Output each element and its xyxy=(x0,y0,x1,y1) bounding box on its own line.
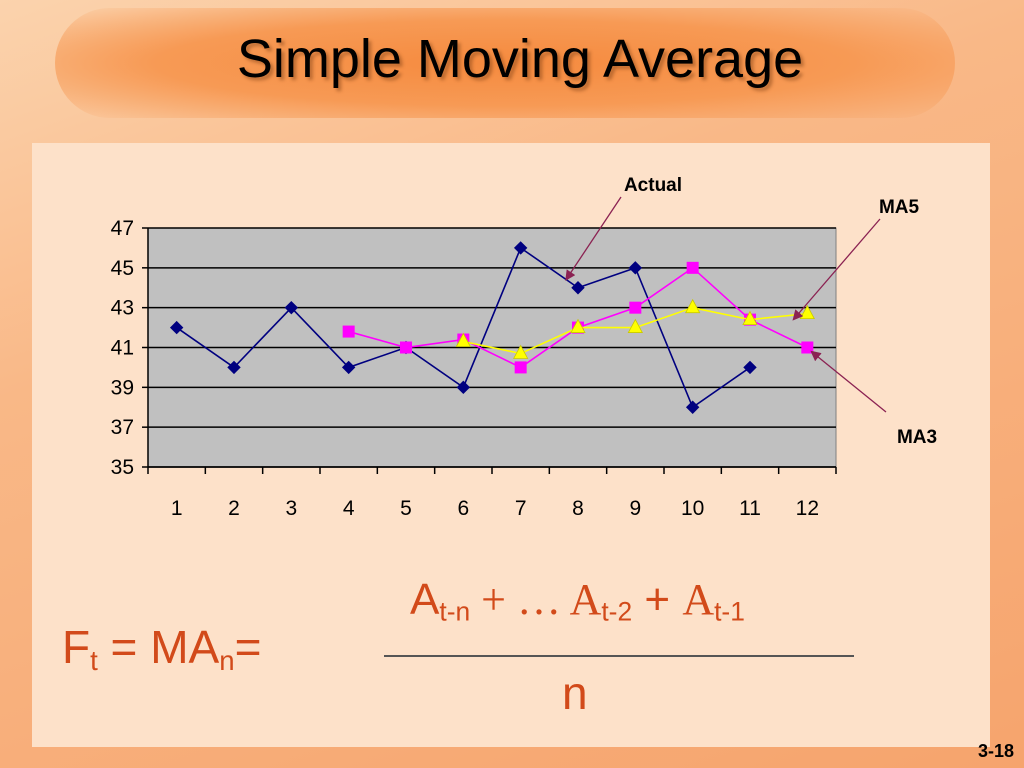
callout-arrow-ma5 xyxy=(792,218,881,321)
data-point-actual xyxy=(227,360,241,375)
x-tick-label: 4 xyxy=(343,497,355,520)
data-point-ma3 xyxy=(512,344,529,359)
x-tick-label: 7 xyxy=(515,497,527,520)
x-tick-label: 1 xyxy=(171,497,183,520)
data-point-actual xyxy=(571,281,585,295)
formula-lhs: Ft = MAn= xyxy=(62,621,262,676)
data-point-ma5 xyxy=(342,325,355,338)
data-point-ma3 xyxy=(799,304,816,320)
data-point-ma5 xyxy=(686,261,699,274)
data-point-actual xyxy=(169,320,184,335)
data-point-ma3 xyxy=(627,318,644,333)
data-point-ma5 xyxy=(514,361,527,374)
title-band xyxy=(55,8,955,118)
x-tick-label: 12 xyxy=(796,497,819,520)
x-tick-label: 10 xyxy=(681,497,704,520)
callout-ma5: MA5 xyxy=(879,197,920,218)
series-layer xyxy=(169,241,816,414)
data-point-actual xyxy=(284,300,299,315)
slide-number: 3-18 xyxy=(977,741,1014,761)
formula-denominator: n xyxy=(562,667,588,719)
x-tick-label: 6 xyxy=(457,497,469,520)
y-tick-label: 47 xyxy=(111,217,134,240)
x-tick-label: 9 xyxy=(629,497,641,520)
callout-ma3: MA3 xyxy=(897,427,937,448)
x-tick-label: 2 xyxy=(228,497,240,520)
data-point-ma3 xyxy=(742,310,758,326)
y-tick-label: 41 xyxy=(111,337,134,360)
formula-numerator: At-n + … At-2 + At-1 xyxy=(410,575,745,627)
y-tick-label: 45 xyxy=(111,257,134,280)
data-point-actual xyxy=(456,380,471,395)
y-tick-label: 37 xyxy=(111,416,134,439)
y-tick-label: 43 xyxy=(111,297,134,320)
y-tick-label: 39 xyxy=(111,376,134,399)
series-actual xyxy=(169,241,757,414)
x-tick-label: 5 xyxy=(400,497,412,520)
data-point-actual xyxy=(743,360,757,375)
x-tick-label: 3 xyxy=(285,497,297,520)
data-point-actual xyxy=(513,241,528,255)
data-point-actual xyxy=(685,400,700,414)
data-point-ma3 xyxy=(570,318,586,333)
callout-arrow-actual xyxy=(565,196,622,281)
callout-arrow-ma3 xyxy=(810,350,887,413)
y-tick-label: 35 xyxy=(111,456,134,479)
data-point-ma5 xyxy=(400,341,412,354)
callout-actual: Actual xyxy=(624,175,682,196)
data-point-ma3 xyxy=(684,298,701,314)
fraction-bar xyxy=(384,655,854,657)
data-point-ma5 xyxy=(629,301,642,314)
data-point-ma3 xyxy=(455,332,472,347)
data-point-actual xyxy=(341,360,356,375)
data-point-ma5 xyxy=(801,341,814,354)
x-tick-label: 8 xyxy=(572,497,584,520)
slide-title: Simple Moving Average xyxy=(236,29,804,89)
callout-layer: Actual MA5 MA3 xyxy=(565,175,937,448)
data-point-actual xyxy=(628,261,643,275)
x-tick-label: 11 xyxy=(739,497,761,520)
series-ma3 xyxy=(455,298,816,359)
